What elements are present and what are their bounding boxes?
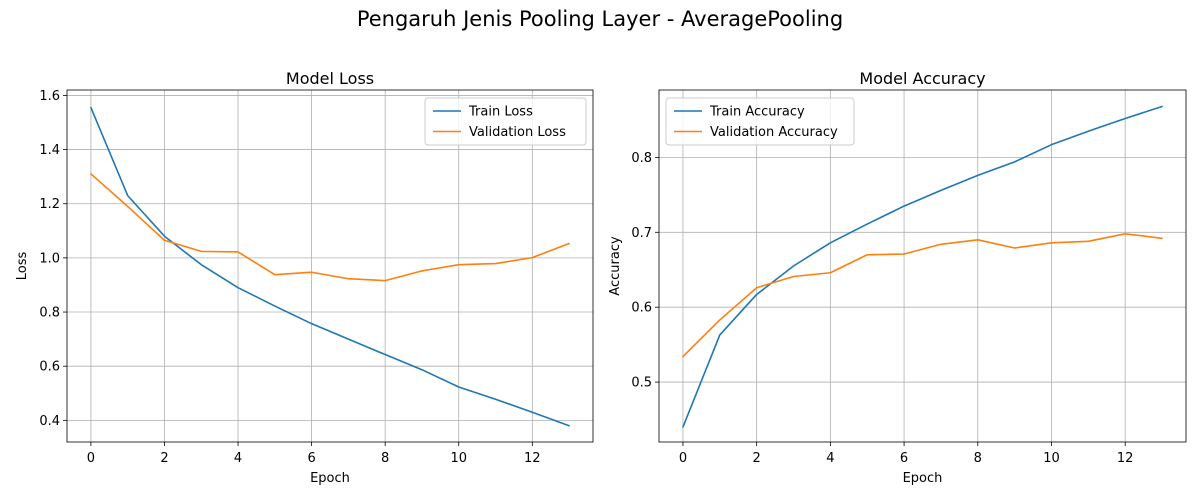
- y-tick-label: 0.7: [631, 226, 652, 241]
- accuracy-grid: [659, 90, 1186, 442]
- x-tick-label: 0: [87, 451, 95, 466]
- y-axis-label: Loss: [15, 252, 30, 281]
- x-tick-label: 4: [234, 451, 242, 466]
- x-tick-label: 0: [679, 451, 687, 466]
- y-tick-label: 0.4: [39, 414, 60, 429]
- series-line-train: [90, 106, 570, 427]
- x-tick-label: 6: [900, 451, 908, 466]
- series-line-validation: [90, 173, 570, 282]
- x-tick-label: 8: [381, 451, 389, 466]
- legend-box: [424, 97, 587, 146]
- y-tick-label: 1.2: [39, 197, 60, 212]
- accuracy-legend: Train Accuracy Validation Accuracy: [665, 97, 855, 146]
- x-tick-label: 2: [753, 451, 761, 466]
- legend-label: Validation Accuracy: [710, 125, 838, 140]
- loss-axes-frame: [66, 89, 594, 443]
- legend-label: Train Accuracy: [709, 105, 805, 120]
- x-tick-label: 8: [974, 451, 982, 466]
- x-tick-label: 6: [307, 451, 315, 466]
- x-tick-label: 10: [450, 451, 467, 466]
- legend-label: Train Loss: [468, 105, 533, 120]
- x-tick-label: 10: [1043, 451, 1060, 466]
- accuracy-axes-frame: [658, 89, 1187, 443]
- y-axis-label: Accuracy: [608, 236, 623, 296]
- x-tick-label: 12: [524, 451, 541, 466]
- accuracy-chart: 0 2 4 6 8 10 12 0.5 0.6 0.7 0.8 Model Accuracy Epoch…: [608, 69, 1187, 486]
- series-line-train: [682, 105, 1163, 428]
- loss-chart: 0 2 4 6 8 10 12 0.4 0.6 0.8 1.0 1.2 1.4 1.6 Model Loss…: [15, 69, 594, 486]
- y-tick-label: 0.6: [39, 360, 60, 375]
- x-tick-label: 12: [1117, 451, 1134, 466]
- loss-legend: Train Loss Validation Loss: [424, 97, 587, 146]
- legend-label: Validation Loss: [469, 125, 566, 140]
- figure-title: Pengaruh Jenis Pooling Layer - AveragePo…: [357, 7, 843, 31]
- y-tick-label: 1.0: [39, 251, 60, 266]
- x-tick-label: 4: [826, 451, 834, 466]
- x-axis-label: Epoch: [310, 471, 350, 486]
- accuracy-chart-title: Model Accuracy: [859, 69, 985, 88]
- loss-chart-title: Model Loss: [286, 69, 374, 88]
- loss-grid: [67, 90, 593, 442]
- y-tick-label: 0.8: [39, 306, 60, 321]
- y-tick-label: 0.6: [631, 301, 652, 316]
- series-line-validation: [682, 233, 1163, 358]
- y-tick-label: 1.4: [39, 143, 60, 158]
- y-tick-label: 0.5: [631, 376, 652, 391]
- y-tick-label: 0.8: [631, 151, 652, 166]
- legend-box: [665, 97, 855, 146]
- y-tick-label: 1.6: [39, 89, 60, 104]
- x-axis-label: Epoch: [903, 471, 943, 486]
- x-tick-label: 2: [160, 451, 168, 466]
